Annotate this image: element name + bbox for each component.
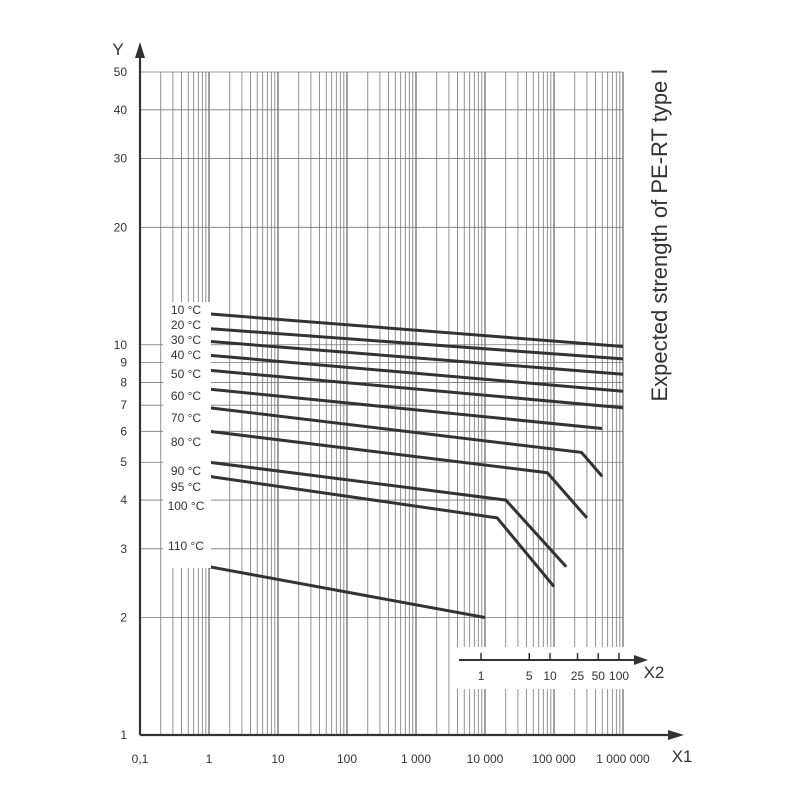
series-label: 70 °C — [171, 411, 201, 425]
x-tick-label: 1 000 000 — [596, 752, 650, 766]
series-label: 10 °C — [171, 303, 201, 317]
right-axis-title: Expected strength of PE-RT type I — [647, 68, 672, 401]
series-line — [208, 460, 568, 568]
x-tick-label: 1 000 — [401, 752, 431, 766]
series-line — [208, 429, 589, 519]
grid — [139, 71, 624, 736]
y-tick-label: 9 — [120, 356, 127, 370]
series-label: 80 °C — [171, 435, 201, 449]
y-axis-name: Y — [112, 40, 123, 59]
series-label: 90 °C — [171, 464, 201, 478]
series-line — [208, 406, 604, 478]
y-tick-label: 10 — [114, 338, 128, 352]
x-tick-label: 0,1 — [132, 752, 149, 766]
x2-axis-name: X2 — [644, 663, 665, 682]
series-label: 20 °C — [171, 318, 201, 332]
y-tick-label: 50 — [114, 65, 128, 79]
x2-tick-label: 25 — [571, 669, 585, 683]
x2-axis-arrow — [634, 655, 648, 665]
series-label: 30 °C — [171, 333, 201, 347]
series-line — [208, 474, 556, 588]
x-axis-name: X1 — [672, 747, 693, 766]
series-label: 110 °C — [168, 539, 204, 553]
series-line — [208, 387, 603, 430]
x-tick-label: 100 — [337, 752, 357, 766]
x2-tick-label: 50 — [592, 669, 606, 683]
axes — [135, 42, 684, 740]
series-line — [208, 368, 624, 410]
y-tick-label: 6 — [120, 424, 127, 438]
x2-tick-label: 10 — [543, 669, 557, 683]
y-tick-label: 5 — [120, 455, 127, 469]
x-tick-label: 100 000 — [532, 752, 576, 766]
x-tick-label: 10 — [271, 752, 285, 766]
x-tick-label: 1 — [206, 752, 213, 766]
y-axis-arrow — [135, 42, 145, 58]
y-tick-label: 1 — [120, 728, 127, 742]
y-tick-label: 7 — [120, 398, 127, 412]
series-label-background — [163, 302, 211, 568]
series-label: 50 °C — [171, 367, 201, 381]
series-line — [208, 353, 624, 393]
y-tick-label: 4 — [120, 493, 127, 507]
x2-axis-background — [455, 647, 635, 689]
series-lines — [208, 312, 624, 619]
series-label: 40 °C — [171, 348, 201, 362]
series-label: 60 °C — [171, 389, 201, 403]
series-line — [208, 327, 624, 361]
series-label: 95 °C — [171, 480, 201, 494]
x2-tick-label: 5 — [526, 669, 533, 683]
series-line — [208, 339, 624, 376]
x2-axis: 1 5 10 25 50 100 — [455, 647, 648, 689]
y-tick-label: 20 — [114, 220, 128, 234]
series-labels: 10 °C20 °C30 °C40 °C 50 °C 60 °C 70 °C 80 °C… — [163, 302, 211, 568]
series-line — [208, 565, 486, 619]
x-tick-label: 10 000 — [467, 752, 504, 766]
x-axis-arrow — [668, 730, 684, 740]
y-tick-label: 8 — [120, 376, 127, 390]
tick-labels: 0,1 1 10 100 1 000 10 000 100 000 1 000 000 1 2 3 4… — [114, 65, 650, 766]
y-tick-label: 30 — [114, 152, 128, 166]
x2-tick-label: 1 — [478, 669, 485, 683]
y-tick-label: 40 — [114, 103, 128, 117]
x2-tick-label: 100 — [609, 669, 629, 683]
y-tick-label: 2 — [120, 611, 127, 625]
series-label: 100 °C — [168, 499, 205, 513]
y-tick-label: 3 — [120, 542, 127, 556]
series-line — [208, 312, 624, 348]
